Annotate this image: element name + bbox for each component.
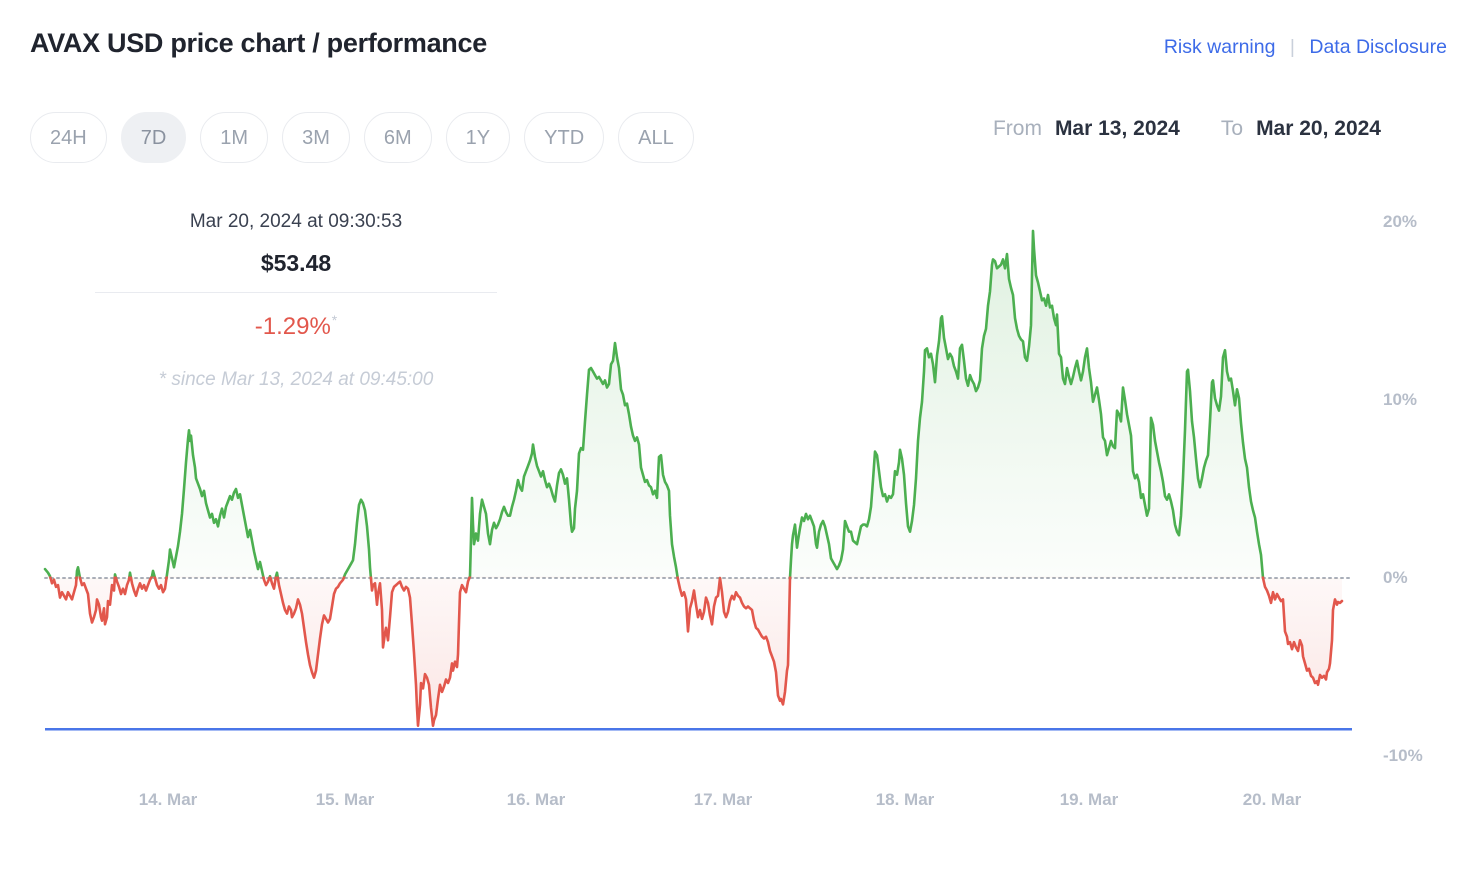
from-label: From (992, 117, 1042, 140)
period-selector: From Mar 13, 2024 To Mar 20, 2024 (993, 117, 1381, 141)
range-selector: 24H 7D 1M 3M 6M 1Y YTD ALL (30, 112, 694, 163)
header-links: Risk warning | Data Disclosure (1164, 36, 1447, 59)
x-tick-18-mar: 18. Mar (875, 790, 935, 809)
tooltip-price: $53.48 (260, 250, 332, 276)
range-button-6m[interactable]: 6M (363, 112, 432, 163)
range-button-7d[interactable]: 7D (120, 112, 187, 163)
price-line-negative (48, 576, 1344, 727)
range-button-1m[interactable]: 1M (200, 112, 269, 163)
tooltip-footnote: * since Mar 13, 2024 at 09:45:00 (158, 369, 434, 390)
x-tick-20-mar: 20. Mar (1242, 790, 1302, 809)
tooltip-datetime: Mar 20, 2024 at 09:30:53 (189, 211, 403, 232)
x-tick-17-mar: 17. Mar (693, 790, 753, 809)
y-tick-10pct: 10% (1383, 390, 1418, 409)
to-label: To (1220, 117, 1244, 140)
y-tick-0pct: 0% (1383, 568, 1408, 587)
from-date[interactable]: Mar 13, 2024 (1054, 117, 1180, 140)
risk-warning-link[interactable]: Risk warning (1163, 36, 1276, 58)
price-line-positive (43, 229, 1265, 580)
y-tick-neg10pct: -10% (1383, 746, 1423, 765)
positive-area-fill (45, 230, 1342, 580)
page-title: AVAX USD price chart / performance (30, 28, 487, 58)
range-button-1y[interactable]: 1Y (445, 112, 511, 163)
tooltip-divider (95, 292, 497, 293)
range-button-3m[interactable]: 3M (282, 112, 350, 163)
x-tick-14-mar: 14. Mar (138, 790, 198, 809)
x-tick-16-mar: 16. Mar (506, 790, 566, 809)
footnote-asterisk: * (331, 312, 338, 328)
range-button-24h[interactable]: 24H (30, 112, 107, 163)
link-separator: | (1289, 36, 1295, 58)
tooltip-change: -1.29%* (254, 312, 338, 340)
data-disclosure-link[interactable]: Data Disclosure (1309, 36, 1447, 58)
range-button-all[interactable]: ALL (618, 112, 694, 163)
y-tick-20pct: 20% (1383, 212, 1418, 231)
x-tick-19-mar: 19. Mar (1059, 790, 1119, 809)
to-date[interactable]: Mar 20, 2024 (1256, 117, 1381, 140)
chart-tooltip: Mar 20, 2024 at 09:30:53 $53.48 -1.29%* … (95, 211, 497, 391)
x-tick-15-mar: 15. Mar (315, 790, 375, 809)
range-button-ytd[interactable]: YTD (524, 112, 605, 163)
